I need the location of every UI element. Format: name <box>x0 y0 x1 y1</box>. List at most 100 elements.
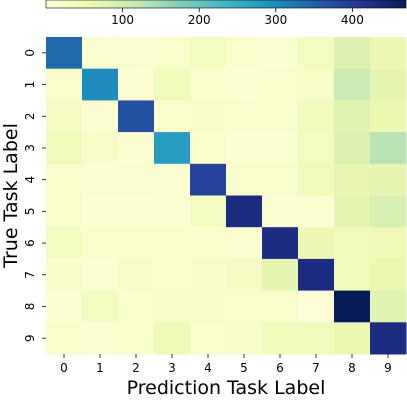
x-tick-label: 5 <box>240 361 248 375</box>
heatmap-cell <box>190 163 227 196</box>
x-tick-label: 6 <box>276 361 284 375</box>
heatmap-cell <box>370 290 407 323</box>
colorbar-gradient <box>45 0 407 9</box>
heatmap-cell <box>82 227 119 260</box>
y-tick-label: 4 <box>23 176 37 184</box>
heatmap-cell <box>370 37 407 70</box>
heatmap-cell <box>118 227 155 260</box>
heatmap-cell <box>370 163 407 196</box>
heatmap-cell <box>190 132 227 165</box>
heatmap-cell <box>262 258 299 292</box>
y-tick-label: 0 <box>23 49 37 57</box>
heatmap-cell <box>46 100 83 133</box>
x-tick-label: 3 <box>168 361 176 375</box>
heatmap-cell <box>298 258 335 292</box>
y-tick-label: 1 <box>23 81 37 89</box>
y-tick-label: 8 <box>23 303 37 311</box>
heatmap-cell <box>298 163 335 196</box>
heatmap-cell <box>262 195 299 228</box>
y-tick-label: 7 <box>23 271 37 279</box>
heatmap-cell <box>46 68 83 101</box>
heatmap-cell <box>46 163 83 196</box>
heatmap-cell <box>46 290 83 323</box>
heatmap-cell <box>334 195 371 228</box>
heatmap-cell <box>154 163 191 196</box>
x-axis-title: Prediction Task Label <box>127 377 326 399</box>
heatmap-cell <box>298 195 335 228</box>
y-tick-label: 6 <box>23 239 37 247</box>
colorbar-tick-label: 400 <box>341 13 364 27</box>
heatmap-cell <box>226 100 263 133</box>
heatmap-cell <box>190 100 227 133</box>
heatmap-cell <box>334 132 371 165</box>
heatmap-cell <box>82 163 119 196</box>
heatmap-cell <box>190 195 227 228</box>
heatmap-cell <box>334 163 371 196</box>
heatmap-cell <box>298 290 335 323</box>
heatmap-cell <box>226 163 263 196</box>
heatmap-cell <box>298 100 335 133</box>
heatmap-cell <box>334 37 371 70</box>
heatmap-cell <box>154 132 191 165</box>
colorbar-tick-label: 300 <box>264 13 287 27</box>
colorbar-tick-label: 100 <box>111 13 134 27</box>
heatmap-cell <box>46 227 83 260</box>
heatmap-cell <box>118 37 155 70</box>
heatmap-cell <box>82 322 119 355</box>
y-tick-label: 3 <box>23 144 37 152</box>
heatmap-cell <box>370 227 407 260</box>
y-axis-ticks: 0 1 2 3 4 5 6 7 8 9 <box>23 49 46 342</box>
heatmap-cell <box>154 37 191 70</box>
heatmap-cell <box>298 227 335 260</box>
heatmap-cell <box>226 132 263 165</box>
heatmap-cell <box>118 100 155 133</box>
heatmap-cell <box>226 290 263 323</box>
heatmap-cell <box>370 132 407 165</box>
heatmap-cell <box>334 68 371 101</box>
heatmap-cell <box>226 68 263 101</box>
heatmap-cell <box>118 258 155 292</box>
heatmap-cell <box>226 195 263 228</box>
heatmap-cell <box>334 100 371 133</box>
heatmap-cell <box>262 322 299 355</box>
heatmap-cell <box>226 258 263 292</box>
heatmap-cell <box>262 68 299 101</box>
heatmap-cell <box>82 100 119 133</box>
x-tick-label: 9 <box>384 361 392 375</box>
heatmap-cell <box>370 68 407 101</box>
x-tick-label: 2 <box>132 361 140 375</box>
heatmap-cell <box>118 290 155 323</box>
heatmap-cell <box>154 290 191 323</box>
heatmap-cell <box>370 258 407 292</box>
colorbar: 100 200 300 400 <box>45 0 407 27</box>
heatmap-cell <box>298 68 335 101</box>
heatmap-cells <box>46 37 407 355</box>
heatmap-cell <box>118 132 155 165</box>
heatmap-cell <box>154 195 191 228</box>
heatmap-cell <box>154 68 191 101</box>
heatmap-cell <box>334 227 371 260</box>
x-tick-label: 4 <box>204 361 212 375</box>
heatmap-cell <box>46 258 83 292</box>
heatmap-cell <box>262 163 299 196</box>
y-axis-title: True Task Label <box>0 123 22 269</box>
heatmap-cell <box>46 322 83 355</box>
heatmap-cell <box>370 195 407 228</box>
x-tick-label: 0 <box>60 361 68 375</box>
heatmap-cell <box>82 290 119 323</box>
heatmap-cell <box>226 227 263 260</box>
heatmap-cell <box>190 68 227 101</box>
x-axis-ticks: 0 1 2 3 4 5 6 7 8 9 <box>60 354 392 375</box>
heatmap-cell <box>190 37 227 70</box>
heatmap-cell <box>154 227 191 260</box>
heatmap-cell <box>190 258 227 292</box>
heatmap-cell <box>190 322 227 355</box>
heatmap-cell <box>298 322 335 355</box>
heatmap-cell <box>46 195 83 228</box>
heatmap-cell <box>262 132 299 165</box>
heatmap-cell <box>334 290 371 323</box>
heatmap-cell <box>190 227 227 260</box>
heatmap-cell <box>118 195 155 228</box>
heatmap-cell <box>298 37 335 70</box>
x-tick-label: 7 <box>312 361 320 375</box>
